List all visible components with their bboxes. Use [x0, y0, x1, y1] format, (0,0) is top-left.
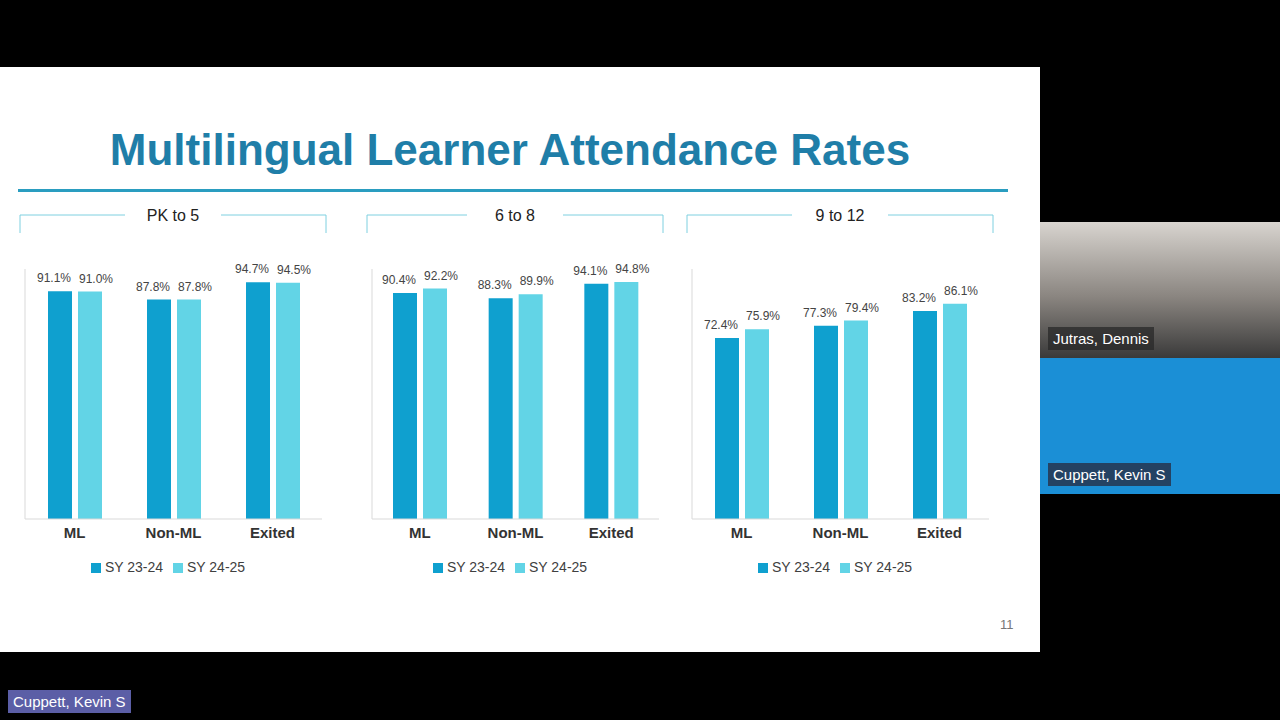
html-text:SY 24-25: SY 24-25 — [854, 559, 913, 575]
svg-text:86.1%: 86.1% — [944, 284, 978, 298]
html-text:SY 24-25: SY 24-25 — [187, 559, 246, 575]
svg-text:79.4%: 79.4% — [845, 301, 879, 315]
svg-text:9 to 12: 9 to 12 — [816, 207, 865, 224]
svg-text:94.7%: 94.7% — [235, 262, 269, 276]
svg-text:Non-ML: Non-ML — [146, 524, 202, 541]
svg-text:77.3%: 77.3% — [803, 306, 837, 320]
html-text:SY 23-24: SY 23-24 — [104, 559, 163, 575]
html-text:11: 11 — [1000, 617, 1014, 632]
svg-text:75.9%: 75.9% — [746, 309, 780, 323]
svg-text:PK to 5: PK to 5 — [147, 207, 200, 224]
svg-text:87.8%: 87.8% — [178, 280, 212, 294]
html-text:Multilingual Learner Attendanc: Multilingual Learner Attendance Rates — [109, 125, 911, 174]
svg-text:91.0%: 91.0% — [79, 272, 113, 286]
html-text:Cuppett, Kevin S: Cuppett, Kevin S — [1053, 466, 1166, 483]
svg-text:72.4%: 72.4% — [704, 318, 738, 332]
svg-text:Exited: Exited — [589, 524, 634, 541]
svg-text:83.2%: 83.2% — [902, 291, 936, 305]
svg-text:88.3%: 88.3% — [478, 278, 512, 292]
svg-text:ML: ML — [731, 524, 753, 541]
svg-text:Exited: Exited — [917, 524, 962, 541]
svg-text:92.2%: 92.2% — [424, 269, 458, 283]
svg-text:94.8%: 94.8% — [615, 262, 649, 276]
html-text:Jutras, Dennis: Jutras, Dennis — [1053, 330, 1149, 347]
svg-text:ML: ML — [64, 524, 86, 541]
html-text:SY 23-24: SY 23-24 — [446, 559, 505, 575]
svg-text:Non-ML: Non-ML — [813, 524, 869, 541]
html-text:SY 24-25: SY 24-25 — [529, 559, 588, 575]
svg-text:Exited: Exited — [250, 524, 295, 541]
svg-text:Non-ML: Non-ML — [488, 524, 544, 541]
svg-text:6 to 8: 6 to 8 — [495, 207, 535, 224]
svg-text:94.5%: 94.5% — [277, 263, 311, 277]
svg-text:90.4%: 90.4% — [382, 273, 416, 287]
svg-text:ML: ML — [409, 524, 431, 541]
html-text:SY 23-24: SY 23-24 — [771, 559, 830, 575]
svg-text:94.1%: 94.1% — [573, 264, 607, 278]
svg-text:89.9%: 89.9% — [520, 274, 554, 288]
svg-text:91.1%: 91.1% — [37, 271, 71, 285]
html-text:Cuppett, Kevin S: Cuppett, Kevin S — [13, 693, 126, 710]
svg-text:87.8%: 87.8% — [136, 280, 170, 294]
